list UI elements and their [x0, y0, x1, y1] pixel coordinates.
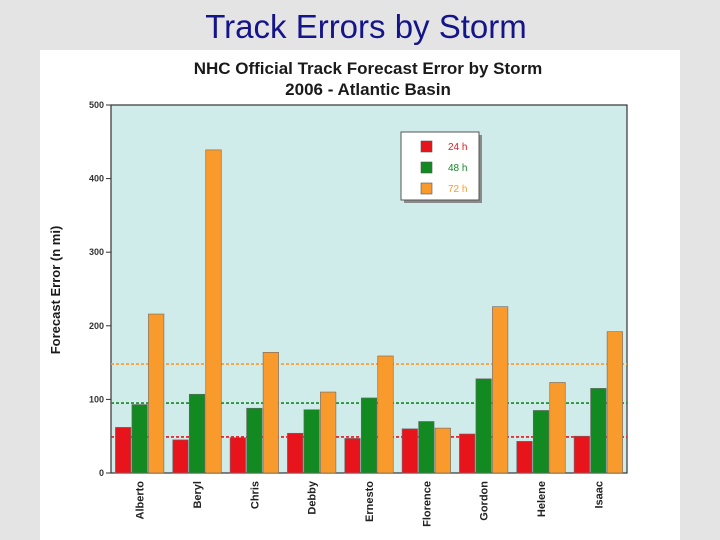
bar-florence-48h — [418, 421, 435, 474]
chart-subtitle: 2006 - Atlantic Basin — [285, 80, 451, 99]
bars — [115, 149, 623, 474]
bar-debby-72h — [320, 391, 337, 474]
slide-title: Track Errors by Storm — [205, 8, 527, 45]
bar-gordon-72h — [492, 306, 509, 474]
legend-label-24h: 24 h — [448, 142, 467, 153]
y-axis: 0 100 200 300 400 500 — [89, 100, 111, 478]
x-axis: Alberto Beryl Chris Debby Ernesto Florence Gor… — [135, 480, 606, 527]
bar-ernesto-24h — [344, 438, 361, 474]
x-tick-label: Debby — [307, 480, 319, 515]
bar-isaac-72h — [606, 331, 623, 474]
bar-isaac-48h — [590, 388, 607, 474]
chart-panel: NHC Official Track Forecast Error by Sto… — [40, 50, 680, 540]
y-tick-label: 0 — [99, 468, 104, 478]
legend-swatch-72h — [420, 182, 433, 195]
legend-label-48h: 48 h — [448, 163, 467, 174]
x-tick-label: Beryl — [192, 481, 204, 509]
bar-alberto-24h — [115, 427, 132, 474]
y-tick-label: 200 — [89, 321, 104, 331]
x-tick-label: Florence — [421, 481, 433, 527]
x-tick-label: Alberto — [135, 481, 147, 520]
bar-beryl-72h — [205, 149, 222, 474]
y-tick-label: 400 — [89, 174, 104, 184]
bar-beryl-48h — [188, 393, 206, 474]
legend-swatch-48h — [420, 161, 433, 174]
bar-ernesto-72h — [377, 355, 394, 474]
legend-swatch-24h — [420, 140, 433, 153]
x-tick-label: Chris — [249, 481, 261, 509]
bar-florence-24h — [401, 428, 418, 474]
bar-ernesto-48h — [360, 397, 378, 474]
chart-title: NHC Official Track Forecast Error by Sto… — [194, 59, 543, 78]
legend-label-72h: 72 h — [448, 184, 467, 195]
bar-helene-48h — [532, 410, 550, 474]
bar-gordon-24h — [459, 433, 476, 474]
legend-box — [400, 131, 480, 201]
chart: NHC Official Track Forecast Error by Sto… — [48, 59, 628, 527]
bar-isaac-24h — [573, 435, 590, 474]
bar-debby-48h — [303, 409, 320, 474]
x-tick-label: Ernesto — [364, 481, 376, 522]
y-tick-label: 300 — [89, 247, 104, 257]
bar-beryl-24h — [172, 439, 189, 474]
legend: 24 h 48 h 72 h — [400, 131, 482, 203]
bar-chris-48h — [246, 407, 263, 474]
bar-alberto-72h — [148, 313, 165, 474]
x-tick-label: Gordon — [479, 481, 491, 521]
bar-helene-24h — [516, 441, 533, 474]
bar-florence-72h — [434, 427, 451, 474]
y-tick-label: 500 — [89, 100, 104, 110]
bar-chris-72h — [262, 351, 279, 474]
bar-chris-24h — [229, 437, 246, 474]
bar-helene-72h — [549, 382, 566, 474]
y-tick-label: 100 — [89, 394, 104, 404]
bar-debby-24h — [287, 432, 304, 474]
bar-alberto-48h — [131, 404, 148, 474]
y-axis-label: Forecast Error (n mi) — [48, 226, 63, 355]
x-tick-label: Helene — [536, 481, 548, 517]
bar-gordon-48h — [475, 378, 492, 474]
x-tick-label: Isaac — [593, 481, 605, 509]
